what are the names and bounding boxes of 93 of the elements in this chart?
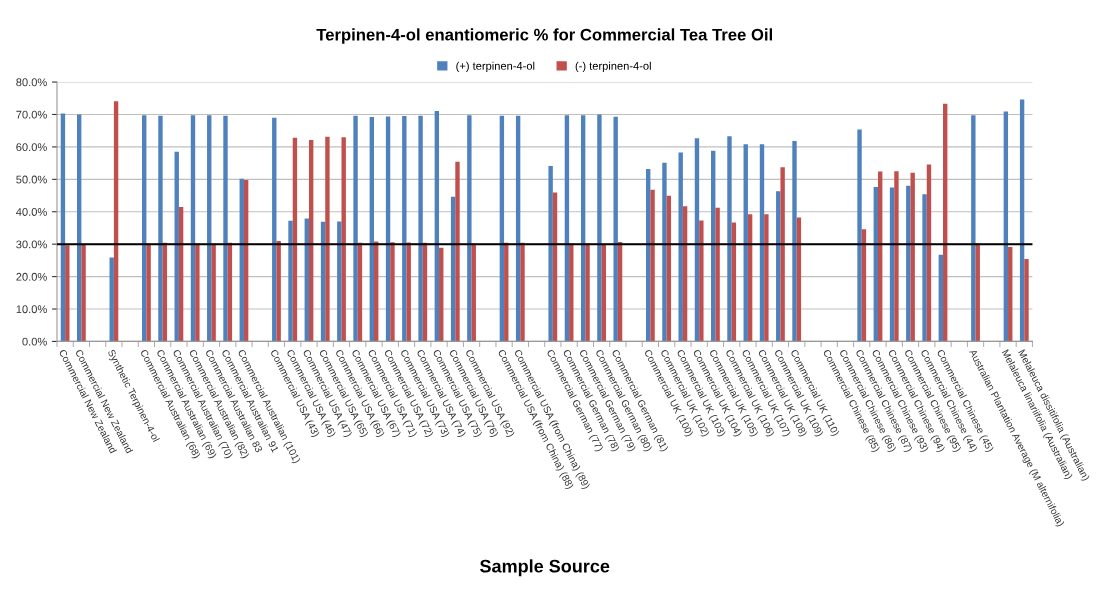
bar [337,221,342,342]
bar [223,115,228,342]
y-tick-label: 80.0% [16,78,47,87]
bar [971,115,976,342]
y-tick-label: 0.0% [22,337,47,346]
bar [434,110,440,342]
bar [580,115,586,342]
bar [390,242,395,342]
bar [520,242,525,342]
bar [369,117,375,342]
bar [585,243,590,342]
bar [353,115,358,342]
bar [385,116,391,342]
y-tick-label: 20.0% [16,272,47,281]
bar [207,115,212,342]
bar [1008,247,1013,342]
bar [857,129,862,342]
bar [877,171,883,342]
bar [894,171,899,342]
bar [455,161,460,342]
bar [243,179,249,342]
bar [650,189,655,342]
bar [239,178,244,342]
bar [60,113,66,342]
bar [678,152,683,342]
bar [109,257,114,342]
bar [292,137,298,342]
bar [910,172,915,342]
bar [288,220,293,342]
bar [694,138,700,342]
bar [276,240,281,342]
y-tick-label: 70.0% [16,110,47,119]
bar [65,245,70,342]
legend-label: (+) terpinen-4-ol [456,61,535,73]
y-tick-label: 40.0% [16,208,47,216]
bar [662,162,667,342]
bar [759,144,765,342]
bar [402,116,407,342]
bar [341,137,346,342]
bar [682,206,688,342]
bar [943,103,948,342]
bar [873,187,878,342]
bar [1019,99,1025,342]
bar [1024,259,1029,342]
bar [727,136,732,342]
bar [564,115,570,342]
bar [646,168,651,342]
bar [711,150,716,342]
chart-title: Terpinen-4-ol enantiomeric % for Commercial Tea Tree Oil [316,28,773,44]
legend-label: (-) terpinen-4-ol [575,61,651,73]
y-tick-label: 60.0% [16,143,47,152]
bar [190,115,196,342]
bar [195,243,200,342]
bar [146,243,151,342]
bar [699,220,704,342]
bar [776,191,781,342]
bar [1003,111,1009,342]
bar [747,214,753,342]
bar [467,115,472,342]
bar [158,115,163,342]
bar [922,194,927,342]
bar [780,167,785,342]
y-tick-label: 50.0% [16,175,47,184]
bar [938,254,944,342]
bar [906,185,911,342]
y-tick-label: 30.0% [16,240,47,249]
bar [418,115,423,342]
bar [81,244,86,342]
bar [731,222,737,342]
bar [325,136,330,342]
bar [926,164,932,342]
bar [211,243,216,342]
x-axis-title: Sample Source [480,559,610,577]
bar [666,195,672,342]
bar [499,115,505,342]
bar [272,117,277,342]
bar [613,116,618,342]
bar [601,244,606,342]
bar [715,207,720,342]
y-tick-label: 10.0% [16,305,47,314]
bar [548,166,553,342]
bar [515,115,521,342]
bar [113,101,119,342]
bar [174,151,179,342]
bar [792,141,797,342]
bar [439,247,444,342]
bar [76,114,82,342]
bar [743,144,748,342]
bar [308,140,314,342]
bar [142,115,147,342]
bar [889,187,895,342]
bar [597,114,602,342]
bar [764,214,769,342]
